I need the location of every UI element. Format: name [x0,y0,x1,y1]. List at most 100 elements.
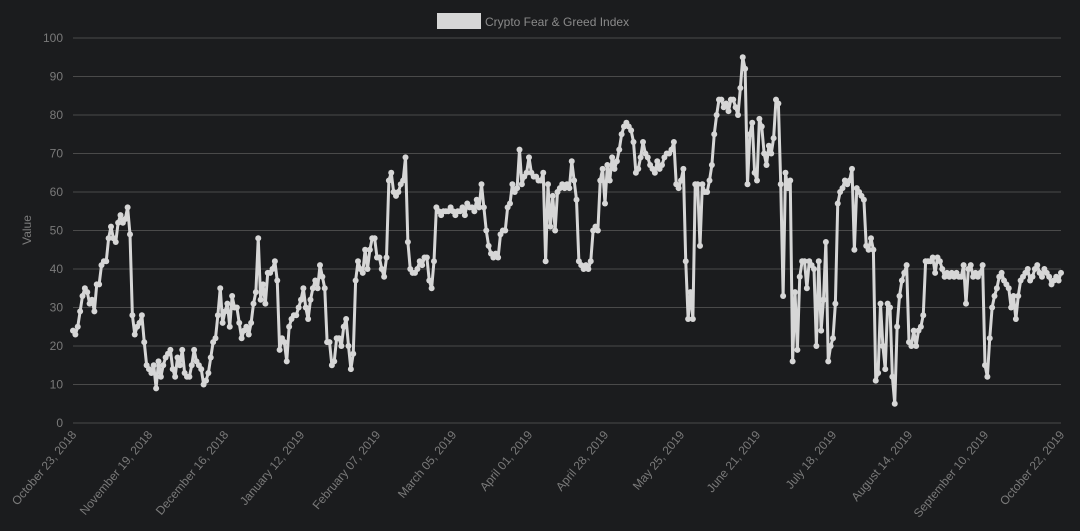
data-point[interactable] [628,127,635,134]
data-point[interactable] [257,296,264,303]
data-point[interactable] [148,369,155,376]
data-point[interactable] [756,115,763,122]
data-point[interactable] [186,373,193,380]
data-point[interactable] [155,358,162,365]
data-point[interactable] [718,96,725,103]
data-point[interactable] [362,246,369,253]
data-point[interactable] [507,200,513,207]
data-point[interactable] [103,258,110,265]
data-point[interactable] [1034,262,1041,269]
data-point[interactable] [222,308,228,315]
data-point[interactable] [191,346,198,353]
data-point[interactable] [792,289,798,296]
data-point[interactable] [283,358,290,365]
data-point[interactable] [585,266,592,272]
data-point[interactable] [79,292,86,299]
data-point[interactable] [480,204,487,211]
data-point[interactable] [742,65,749,72]
data-point[interactable] [1055,277,1062,284]
data-point[interactable] [882,366,889,373]
data-point[interactable] [932,269,939,276]
data-point[interactable] [822,239,829,246]
data-point[interactable] [761,150,768,157]
data-point[interactable] [913,343,920,349]
data-point[interactable] [319,273,326,280]
data-point[interactable] [552,227,559,234]
data-point[interactable] [105,235,112,242]
data-point[interactable] [777,181,784,188]
data-point[interactable] [138,312,145,319]
data-point[interactable] [651,169,658,176]
data-point[interactable] [547,223,554,230]
data-point[interactable] [827,343,834,349]
data-point[interactable] [545,181,551,188]
data-point[interactable] [461,212,468,219]
data-point[interactable] [920,312,927,319]
data-point[interactable] [606,177,613,184]
data-point[interactable] [723,100,730,107]
data-point[interactable] [314,285,321,292]
data-point[interactable] [298,296,304,303]
data-point[interactable] [568,158,575,165]
data-point[interactable] [751,169,758,176]
data-point[interactable] [758,123,765,130]
data-point[interactable] [150,362,157,369]
data-point[interactable] [428,285,435,292]
data-point[interactable] [350,350,357,357]
data-point[interactable] [834,200,841,207]
data-point[interactable] [613,158,620,165]
data-point[interactable] [744,181,751,188]
data-point[interactable] [136,319,143,326]
data-point[interactable] [96,281,103,288]
data-point[interactable] [825,358,832,365]
data-point[interactable] [426,277,433,284]
data-point[interactable] [471,208,478,215]
data-point[interactable] [979,262,986,269]
data-point[interactable] [984,373,991,380]
data-point[interactable] [796,273,803,280]
data-point[interactable] [982,362,988,369]
data-point[interactable] [604,162,611,169]
data-point[interactable] [431,258,437,265]
data-point[interactable] [281,339,288,346]
data-point[interactable] [763,162,770,169]
data-point[interactable] [495,254,502,261]
data-point[interactable] [680,165,687,172]
data-point[interactable] [74,323,81,330]
data-point[interactable] [157,373,164,380]
data-point[interactable] [770,135,777,142]
data-point[interactable] [473,196,480,203]
data-point[interactable] [694,181,701,188]
data-point[interactable] [640,138,646,145]
data-point[interactable] [989,304,996,311]
data-point[interactable] [599,165,606,172]
data-point[interactable] [129,312,136,319]
data-point[interactable] [820,296,827,303]
data-point[interactable] [378,266,385,272]
data-point[interactable] [963,300,969,307]
data-point[interactable] [376,254,383,261]
data-point[interactable] [872,377,879,384]
data-point[interactable] [404,239,411,246]
data-point[interactable] [91,308,98,315]
data-point[interactable] [188,362,195,369]
data-point[interactable] [670,138,677,145]
data-point[interactable] [338,343,345,349]
data-point[interactable] [780,292,787,299]
data-point[interactable] [609,154,616,161]
data-point[interactable] [1024,266,1031,272]
data-point[interactable] [388,169,395,176]
data-point[interactable] [160,362,167,369]
data-point[interactable] [276,346,283,353]
data-point[interactable] [875,369,882,376]
data-point[interactable] [245,331,252,338]
data-point[interactable] [889,373,896,380]
data-point[interactable] [269,266,276,272]
data-point[interactable] [307,296,314,303]
data-point[interactable] [713,112,720,118]
data-point[interactable] [117,212,124,219]
data-point[interactable] [813,343,820,349]
data-point[interactable] [735,112,741,118]
data-point[interactable] [896,292,903,299]
data-point[interactable] [286,323,293,330]
